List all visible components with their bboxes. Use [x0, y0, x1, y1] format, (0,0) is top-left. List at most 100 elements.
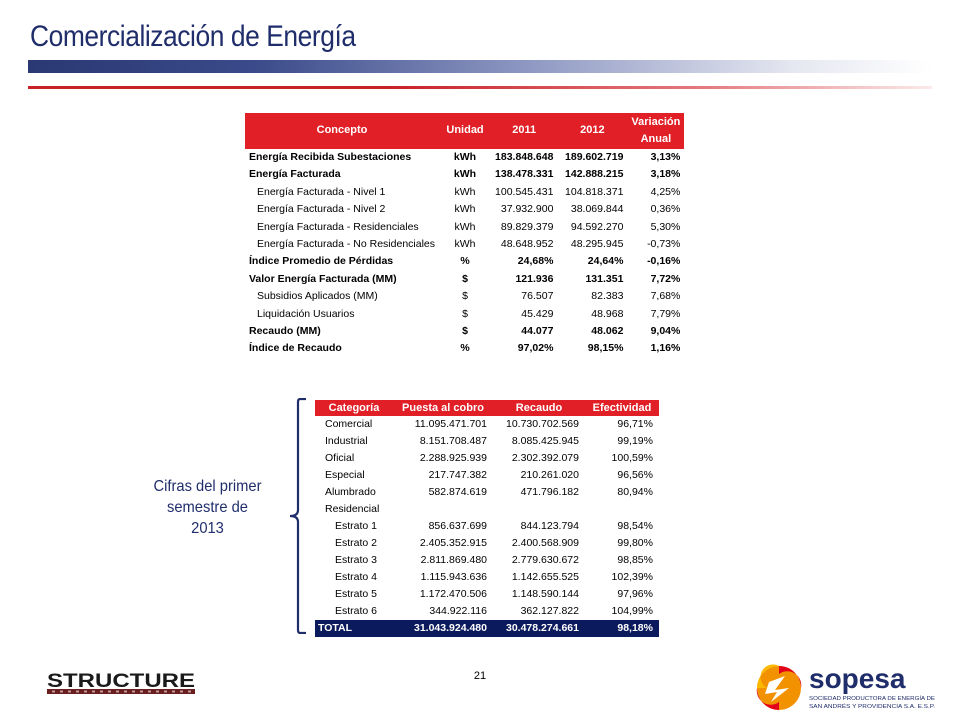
- total-cell-recaudo: 30.478.274.661: [493, 620, 585, 637]
- cell-variacion: 3,18%: [650, 168, 681, 181]
- table-row: Estrato 5 1.172.470.506 1.148.590.144 97,96…: [315, 586, 659, 603]
- table-row: Energía Facturada - No Residenciales kWh 4…: [245, 236, 684, 253]
- cell-2011: 121.936: [515, 272, 554, 285]
- cell-variacion: 5,30%: [650, 220, 681, 233]
- cell-unidad: kWh: [454, 185, 476, 198]
- cell-variacion: 4,25%: [650, 185, 681, 198]
- cell-concepto: Índice Promedio de Pérdidas: [249, 255, 394, 268]
- cell-efectividad: [585, 501, 659, 518]
- side-note-line3: 2013: [191, 520, 224, 537]
- header-puesta-al-cobro: Puesta al cobro: [393, 400, 493, 416]
- cell-unidad: kWh: [454, 220, 476, 233]
- cell-categoria: Estrato 4: [335, 571, 378, 583]
- cell-recaudo: [493, 501, 585, 518]
- table-row: Energía Facturada kWh 138.478.331 142.888.2…: [245, 166, 684, 183]
- cell-variacion: 9,04%: [650, 325, 681, 338]
- header-anual: Anual: [640, 133, 672, 145]
- header-2012: 2012: [557, 113, 628, 149]
- table-row: Índice de Recaudo% 97,02% 98,15% 1,16%: [245, 340, 684, 357]
- sopesa-logo: sopesa SOCIEDAD PRODUCTORA DE ENERGÍA DE…: [756, 663, 936, 710]
- cell-puesta-al-cobro: 856.637.699: [428, 520, 487, 532]
- table-row: Liquidación Usuarios $45.429 48.968 7,79%: [245, 306, 684, 323]
- cell-puesta-al-cobro: 11.095.471.701: [414, 418, 487, 430]
- cell-2011: 44.077: [521, 325, 554, 338]
- cell-puesta-al-cobro: 2.288.925.939: [419, 452, 487, 464]
- cell-2012: 131.351: [585, 272, 624, 285]
- cell-2012: 38.069.844: [570, 203, 624, 216]
- cell-concepto: Valor Energía Facturada (MM): [249, 272, 397, 285]
- cell-recaudo: 362.127.822: [520, 605, 579, 617]
- cell-unidad: kWh: [453, 151, 477, 163]
- cell-2012: 98,15%: [587, 342, 624, 355]
- cell-2012: 48.968: [591, 307, 624, 320]
- table-row: Estrato 2 2.405.352.915 2.400.568.909 99,80…: [315, 535, 659, 552]
- cell-efectividad: 98,54%: [617, 520, 653, 532]
- cell-efectividad: 99,80%: [617, 537, 653, 549]
- cell-variacion: 1,16%: [650, 342, 681, 355]
- table-row: Estrato 4 1.115.943.636 1.142.655.525 102,3…: [315, 569, 659, 586]
- table-row: Residencial: [315, 501, 659, 518]
- cell-2011: 97,02%: [517, 342, 554, 355]
- cell-efectividad: 96,71%: [617, 418, 653, 430]
- cell-recaudo: 2.400.568.909: [511, 537, 579, 549]
- table-row: Energía Facturada - Nivel 2 kWh 37.932.900…: [245, 201, 684, 218]
- table-row: Especial 217.747.382 210.261.020 96,56%: [315, 467, 659, 484]
- cell-efectividad: 104,99%: [611, 605, 653, 617]
- cell-2012: 48.295.945: [570, 238, 624, 251]
- cell-2012: 142.888.215: [565, 168, 624, 181]
- table-row: Energía Recibida Subestaciones kWh 183.848…: [245, 149, 684, 166]
- cell-2012: 189.602.719: [565, 151, 624, 163]
- cell-puesta-al-cobro: 8.151.708.487: [419, 435, 487, 447]
- cell-efectividad: 99,19%: [617, 435, 653, 447]
- cell-concepto: Energía Facturada - Nivel 1: [257, 185, 386, 198]
- table-row: Valor Energía Facturada (MM) $121.936 131.…: [245, 271, 684, 288]
- cell-recaudo: 10.730.702.569: [506, 418, 579, 430]
- table-row: Estrato 1 856.637.699 844.123.794 98,54%: [315, 518, 659, 535]
- cell-2011: 45.429: [521, 307, 554, 320]
- page-number: 21: [473, 670, 487, 682]
- total-cell-puesta-al-cobro: 31.043.924.480: [393, 620, 493, 637]
- sopesa-wordmark: sopesa: [809, 663, 906, 694]
- cell-unidad: kWh: [454, 203, 476, 216]
- table1-body: Energía Recibida Subestaciones kWh 183.848…: [245, 149, 684, 358]
- header-efectividad: Efectividad: [585, 400, 659, 416]
- cell-recaudo: 210.261.020: [520, 469, 579, 481]
- table-row: Energía Facturada - Residenciales kWh 89.8…: [245, 219, 684, 236]
- cell-2012: 48.062: [591, 325, 624, 338]
- bracket-shape: [289, 398, 306, 634]
- cell-categoria: Estrato 2: [335, 537, 378, 549]
- cell-2011: 183.848.648: [495, 151, 554, 163]
- cell-categoria: Estrato 5: [335, 588, 378, 600]
- cell-2011: 24,68%: [517, 255, 554, 268]
- cell-efectividad: 97,96%: [617, 588, 653, 600]
- cell-2011: 100.545.431: [495, 185, 554, 198]
- cell-efectividad: 102,39%: [611, 571, 653, 583]
- cell-2012: 24,64%: [587, 255, 624, 268]
- cell-unidad: kWh: [453, 168, 477, 181]
- table-row: Industrial 8.151.708.487 8.085.425.945 99,1…: [315, 433, 659, 450]
- energy-commercialization-table: Concepto Unidad 2011 2012 Variación Anua…: [245, 113, 685, 358]
- total-row: TOTAL 31.043.924.480 30.478.274.661 98,18%: [315, 620, 659, 637]
- title-gradient-bar: [28, 60, 932, 73]
- cell-puesta-al-cobro: 217.747.382: [428, 469, 487, 481]
- side-note: Cifras del primer semestre de 2013: [141, 476, 274, 539]
- header-variacion: Variación: [631, 116, 681, 128]
- header-variacion-anual: Variación Anual: [627, 113, 685, 149]
- header-unidad: Unidad: [439, 113, 492, 149]
- cell-categoria: Estrato 3: [335, 554, 378, 566]
- cell-unidad: %: [460, 255, 470, 268]
- table-row: Estrato 3 2.811.869.480 2.779.630.672 98,85…: [315, 552, 659, 569]
- cell-concepto: Energía Facturada - Residenciales: [257, 220, 419, 233]
- table-row: Índice Promedio de Pérdidas% 24,68% 24,64%…: [245, 253, 684, 270]
- table-row: Recaudo (MM) $44.077 48.062 9,04%: [245, 323, 684, 340]
- cell-unidad: %: [460, 342, 470, 355]
- cell-2011: 138.478.331: [495, 168, 554, 181]
- cell-categoria: Residencial: [325, 503, 380, 515]
- cell-concepto: Índice de Recaudo: [249, 342, 342, 355]
- cell-recaudo: 8.085.425.945: [511, 435, 579, 447]
- cell-variacion: 7,68%: [650, 290, 681, 303]
- cell-categoria: Industrial: [325, 435, 368, 447]
- cell-2012: 82.383: [591, 290, 624, 303]
- table-header-row: Categoría Puesta al cobro Recaudo Efecti…: [315, 400, 659, 416]
- cell-efectividad: 80,94%: [617, 486, 653, 498]
